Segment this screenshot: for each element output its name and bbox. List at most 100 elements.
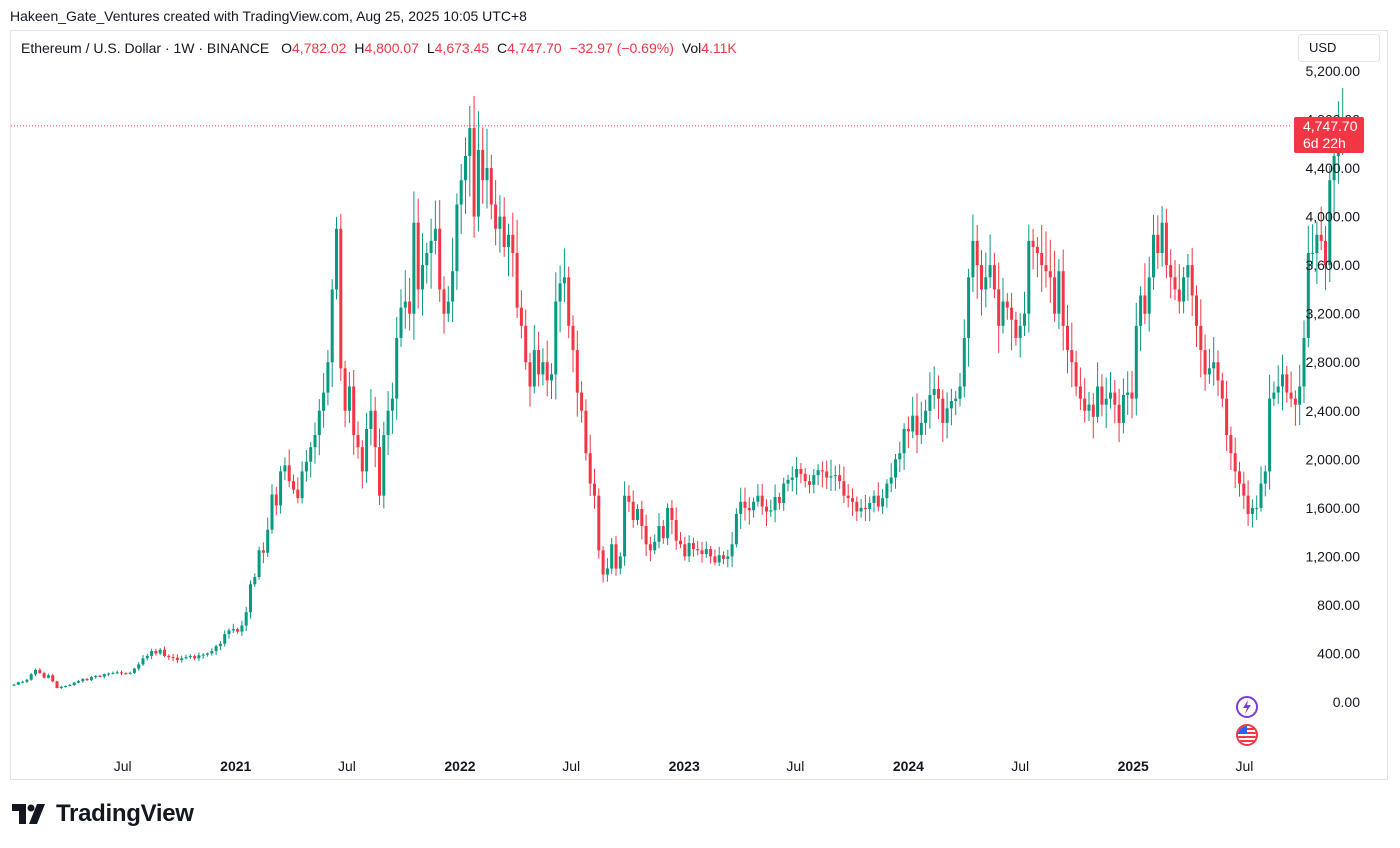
symbol-legend[interactable]: Ethereum / U.S. Dollar · 1W · BINANCE O 4… [21, 40, 737, 56]
candle-body [618, 556, 622, 569]
candle [1126, 371, 1130, 415]
candle [304, 450, 308, 482]
candle [218, 640, 222, 651]
candle-body [1177, 289, 1181, 302]
symbol-name[interactable]: Ethereum / U.S. Dollar · 1W · BINANCE [21, 40, 270, 56]
candle-body [1113, 392, 1117, 405]
candle-body [1229, 435, 1233, 454]
candle [64, 685, 68, 688]
candle [266, 517, 270, 558]
candle-body [77, 681, 80, 683]
chart-frame[interactable] [10, 30, 1388, 780]
candle [16, 681, 20, 686]
candle [322, 373, 326, 428]
candle-body [1121, 394, 1125, 423]
spark-icon[interactable] [1236, 696, 1258, 718]
candle [1216, 350, 1220, 397]
candle [317, 399, 321, 456]
candle-body [236, 629, 240, 632]
candle-body [137, 664, 141, 669]
candle [1104, 377, 1108, 429]
candle [562, 248, 566, 303]
candle [945, 392, 949, 439]
volume-label: Vol [681, 40, 702, 56]
candle [1091, 393, 1095, 439]
candle-body [218, 643, 222, 647]
price-tick-label: 800.00 [1317, 597, 1360, 613]
currency-button[interactable]: USD [1298, 34, 1380, 62]
candle [679, 532, 682, 548]
candle-body [163, 649, 166, 656]
candle-body [1078, 386, 1082, 399]
candle-body [51, 675, 55, 682]
candle-body [575, 350, 579, 393]
brand-name: TradingView [56, 800, 194, 827]
candle [1173, 260, 1177, 301]
candle [653, 534, 657, 555]
candle [382, 421, 386, 509]
candle [111, 671, 115, 675]
close-value: 4,747.70 [507, 40, 562, 56]
candle-body [1087, 404, 1091, 411]
candle-body [743, 501, 747, 508]
candle-body [1147, 277, 1151, 314]
candle [597, 488, 601, 559]
candle-body [433, 228, 437, 241]
candle-body [1285, 374, 1289, 393]
candle-body [55, 681, 59, 689]
candle-body [597, 495, 601, 551]
candle-body [747, 507, 751, 511]
candle-body [1246, 495, 1250, 514]
candle [631, 490, 635, 528]
candle [210, 648, 214, 656]
candle-body [765, 506, 768, 512]
candle-body [1091, 404, 1095, 417]
candle-body [545, 362, 549, 381]
candle-body [489, 168, 493, 205]
candle-body [911, 415, 915, 432]
candle-body [1190, 265, 1194, 296]
candle [1306, 225, 1310, 348]
bar-countdown: 6d 22h [1303, 135, 1346, 151]
candle-body [81, 678, 85, 682]
candle-body [98, 675, 102, 677]
candle [704, 541, 708, 558]
candle [1272, 381, 1276, 406]
candle [846, 483, 850, 508]
candle-body [601, 550, 605, 575]
candle-body [193, 655, 197, 659]
price-tick-label: 1,600.00 [1306, 500, 1361, 516]
candle-body [240, 625, 244, 632]
candle [21, 680, 25, 684]
candle-body [782, 483, 786, 503]
candle-body [1083, 398, 1087, 411]
candle [261, 542, 265, 564]
candle [743, 487, 747, 521]
tradingview-logo[interactable]: TradingView [12, 800, 194, 828]
candle [1147, 256, 1151, 332]
candle-body [653, 541, 657, 551]
us-flag-icon[interactable] [1236, 724, 1258, 746]
candle [1233, 437, 1237, 489]
candle [584, 399, 588, 461]
candle-body [1250, 507, 1254, 514]
candle-body [1035, 246, 1039, 254]
candle-body [769, 510, 773, 512]
candle [128, 671, 132, 675]
candle [1117, 388, 1121, 443]
candle [898, 441, 902, 473]
candle [1315, 221, 1319, 284]
candle-body [158, 649, 162, 654]
candle [954, 390, 958, 416]
candle [12, 683, 16, 687]
candle-body [326, 362, 330, 393]
candle [1255, 495, 1259, 520]
candle-body [863, 507, 867, 510]
candle [829, 459, 833, 492]
candle-body [558, 283, 562, 302]
candle-body [524, 325, 528, 363]
open-label: O [281, 40, 292, 56]
candle-body [1306, 253, 1310, 338]
candle [150, 648, 154, 660]
